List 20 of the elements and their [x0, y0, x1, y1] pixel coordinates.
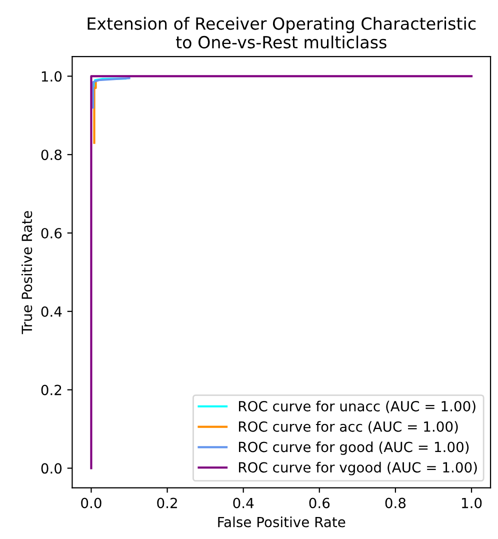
legend-label: ROC curve for acc (AUC = 1.00) [239, 421, 458, 434]
x-tick-label: 1.0 [462, 498, 482, 508]
legend-label: ROC curve for vgood (AUC = 1.00) [239, 462, 477, 476]
x-tick-label: 0.0 [81, 498, 102, 508]
x-tick-label: 0.8 [385, 498, 406, 508]
x-tick-label: 0.4 [233, 498, 254, 508]
y-tick-label: 0.4 [41, 306, 62, 317]
y-tick-label: 1.0 [42, 71, 62, 82]
legend-label: ROC curve for good (AUC = 1.00) [239, 441, 469, 455]
x-axis-title: False Positive Rate [218, 516, 346, 528]
legend-label: ROC curve for unacc (AUC = 1.00) [239, 400, 476, 414]
y-tick-label: 0.6 [41, 228, 62, 238]
x-tick-label: 0.6 [309, 498, 330, 508]
chart-title: Extension of Receiver Operating Characteristic to One-vs-Rest multiclass [88, 16, 476, 48]
line-series [92, 77, 130, 109]
y-axis-title: True Positive Rate [21, 211, 32, 334]
x-tick-label: 0.2 [157, 498, 177, 508]
y-tick-label: 0.0 [41, 463, 62, 474]
y-tick-label: 0.2 [41, 384, 62, 396]
y-tick-label: 0.8 [41, 150, 62, 160]
